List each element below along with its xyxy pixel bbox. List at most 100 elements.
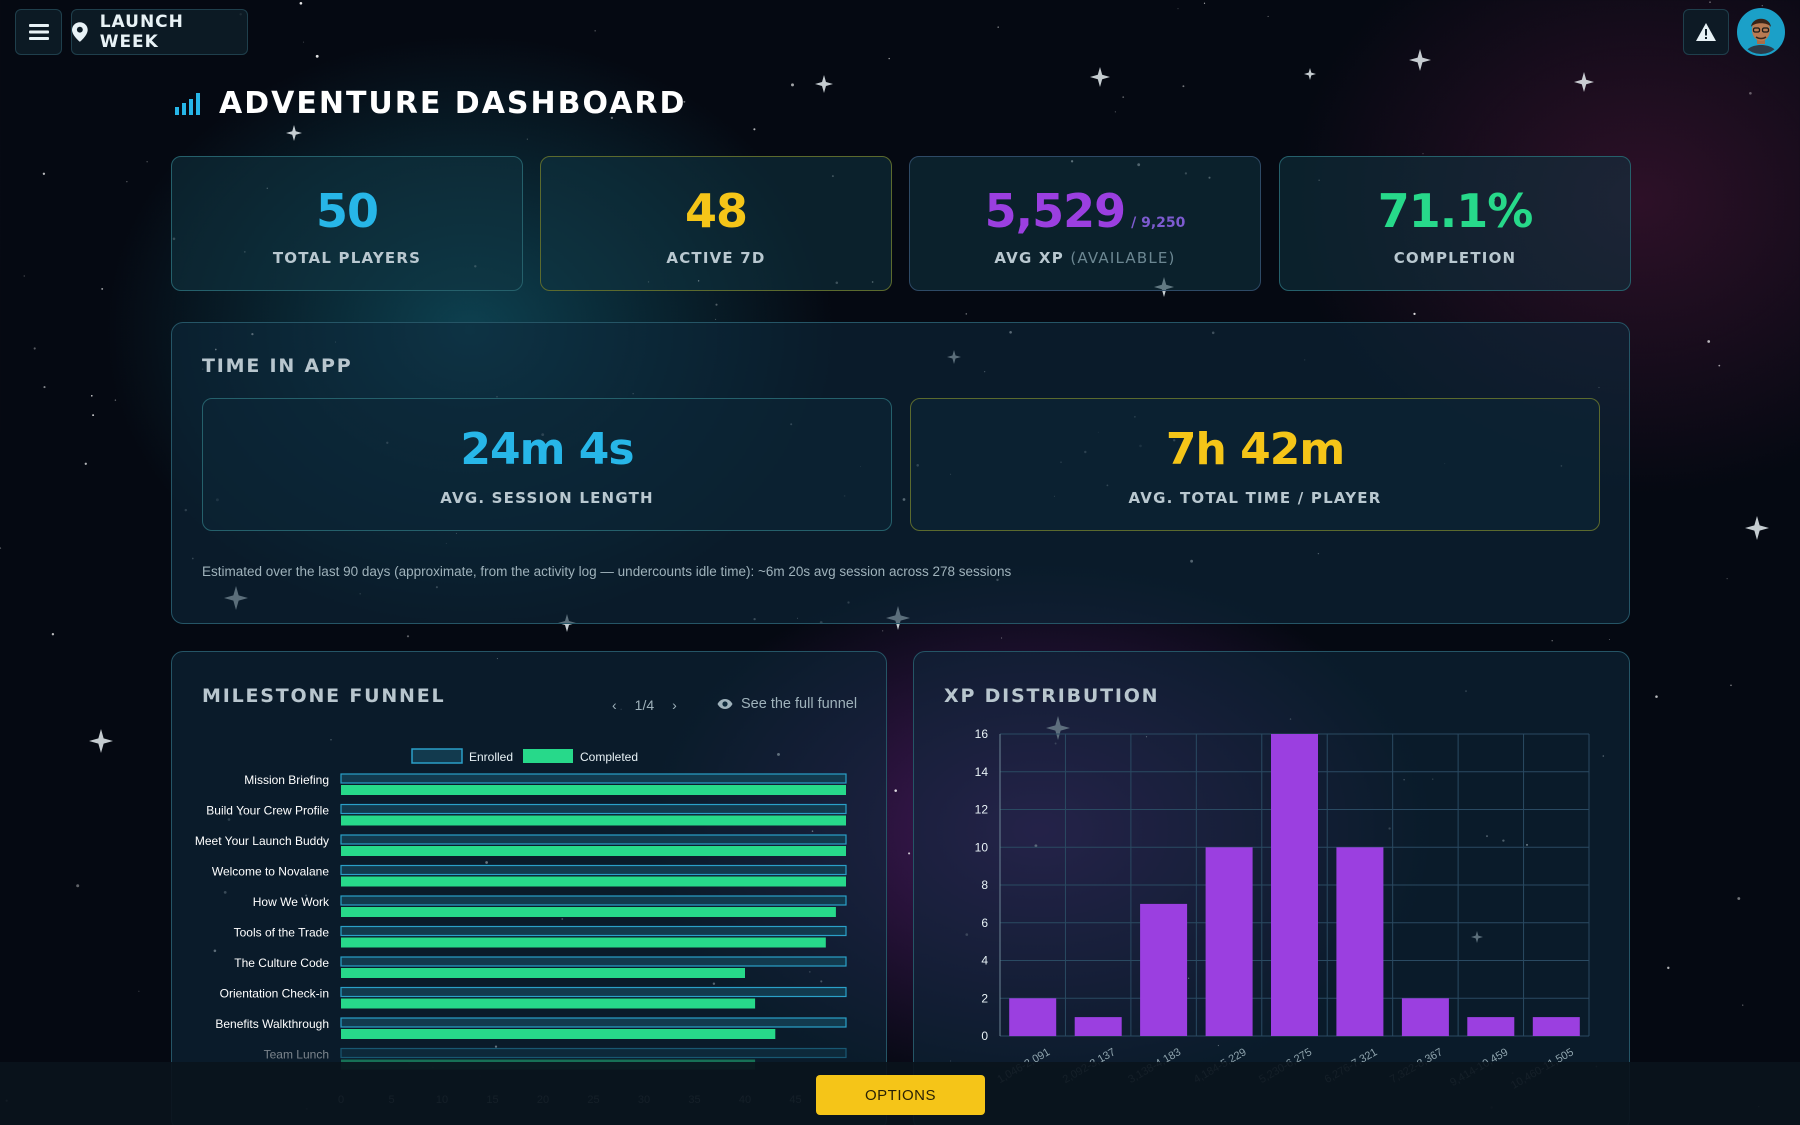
funnel-row: Welcome to Novalane [212, 865, 847, 887]
stat-card-total-players: 50 TOTAL PLAYERS [171, 156, 523, 291]
funnel-category-label: Orientation Check-in [220, 987, 329, 1001]
star-dot [1203, 2, 1206, 4]
time-estimate-note: Estimated over the last 90 days (approxi… [202, 564, 1012, 579]
star-dot [908, 852, 911, 855]
funnel-category-label: Welcome to Novalane [212, 865, 329, 879]
xp-bar [1271, 734, 1318, 1036]
completed-bar [341, 815, 846, 826]
star-dot [101, 287, 104, 290]
funnel-pager: ‹ 1/4 › [612, 697, 677, 713]
stat-label: ACTIVE 7D [666, 249, 766, 267]
menu-button[interactable] [15, 9, 62, 55]
location-selector[interactable]: LAUNCH WEEK [71, 9, 248, 55]
pager-page-indicator: 1/4 [634, 697, 655, 713]
time-in-app-panel: TIME IN APP 24m 4s AVG. SESSION LENGTH 7… [171, 322, 1630, 624]
star-dot [1709, 1, 1711, 3]
star-dot [299, 1, 303, 5]
milestone-funnel-chart: Enrolled Completed Mission Briefing Build Y… [195, 748, 847, 1106]
enrolled-bar [340, 1017, 847, 1028]
y-tick-label: 8 [981, 878, 988, 892]
stat-value: 5,529 [984, 184, 1127, 238]
star-dot [1761, 5, 1763, 7]
star-dot [51, 633, 55, 636]
avatar-image [1739, 10, 1783, 54]
stat-card-avg-xp: 5,529/ 9,250 AVG XP (AVAILABLE) [909, 156, 1261, 291]
stat-label: COMPLETION [1393, 249, 1517, 267]
y-tick-label: 16 [975, 727, 989, 741]
y-tick-label: 4 [981, 954, 988, 968]
stat-subvalue: / 9,250 [1131, 215, 1186, 231]
star-dot [888, 57, 890, 60]
completed-bar [341, 876, 846, 887]
panel-title: XP DISTRIBUTION [944, 685, 1160, 707]
funnel-row: How We Work [253, 895, 847, 917]
star-dot [1267, 15, 1269, 17]
legend-label-enrolled: Enrolled [469, 750, 513, 764]
sparkle-star [286, 125, 302, 141]
stat-label-muted: (AVAILABLE) [1070, 249, 1176, 267]
completed-bar [341, 968, 745, 978]
star-dot [138, 990, 140, 992]
star-dot [882, 630, 884, 632]
completed-bar [341, 785, 846, 795]
completed-bar [341, 937, 826, 948]
funnel-category-label: Tools of the Trade [234, 926, 330, 940]
alert-button[interactable] [1683, 9, 1729, 55]
star-dot [1667, 966, 1670, 970]
enrolled-bar [340, 956, 847, 967]
stat-label: AVG XP [994, 249, 1064, 267]
funnel-category-label: Meet Your Launch Buddy [195, 834, 329, 848]
star-dot [1177, 8, 1179, 10]
funnel-category-label: Build Your Crew Profile [206, 804, 329, 818]
pager-next-button[interactable]: › [672, 697, 677, 713]
funnel-row: Build Your Crew Profile [206, 804, 847, 826]
star-dot [114, 399, 117, 401]
star-dot [406, 635, 410, 638]
star-dot [33, 347, 36, 350]
total-time-value: 7h 42m [1165, 424, 1345, 475]
funnel-row: Orientation Check-in [220, 986, 847, 1009]
star-dot [1551, 639, 1553, 642]
page-header: ADVENTURE DASHBOARD [175, 86, 686, 121]
sparkle-star [1745, 516, 1769, 540]
star-dot [1608, 639, 1610, 640]
funnel-category-label: The Culture Code [234, 956, 329, 970]
funnel-row: The Culture Code [234, 956, 847, 978]
location-label: LAUNCH WEEK [99, 12, 184, 52]
star-dot [126, 181, 128, 183]
funnel-row: Meet Your Launch Buddy [195, 834, 847, 856]
user-avatar[interactable] [1737, 8, 1785, 56]
star-dot [1413, 312, 1416, 316]
star-dot [526, 138, 528, 140]
stat-label-row: AVG XP (AVAILABLE) [910, 249, 1260, 267]
star-dot [23, 275, 25, 277]
see-full-funnel-label: See the full funnel [741, 696, 858, 712]
star-dot [715, 303, 718, 306]
completed-bar [341, 907, 836, 917]
funnel-row: Tools of the Trade [234, 925, 847, 948]
see-full-funnel-link[interactable]: See the full funnel [717, 696, 857, 712]
total-time-label: AVG. TOTAL TIME / PLAYER [1128, 489, 1382, 507]
xp-bar [1532, 1017, 1580, 1036]
legend-swatch-enrolled [411, 748, 463, 764]
enrolled-bar [340, 986, 847, 998]
legend-label-completed: Completed [580, 750, 638, 764]
star-dot [894, 789, 897, 792]
star-dot [1182, 85, 1185, 88]
enrolled-bar [340, 925, 847, 937]
star-dot [1655, 695, 1658, 698]
star-dot [84, 462, 87, 465]
funnel-category-label: Team Lunch [264, 1048, 329, 1062]
star-dot [715, 318, 717, 320]
sparkle-star [1090, 67, 1110, 87]
pager-prev-button[interactable]: ‹ [612, 697, 617, 713]
completed-bar [341, 998, 756, 1009]
enrolled-bar [340, 834, 847, 845]
star-dot [0, 547, 2, 549]
star-dot [91, 395, 93, 397]
xp-bar [1205, 847, 1253, 1037]
options-button[interactable]: OPTIONS [816, 1075, 985, 1115]
stat-value: 71.1% [1377, 184, 1534, 238]
xp-distribution-panel: XP DISTRIBUTION 02468101214161,046-2,091… [913, 651, 1630, 1125]
star-dot [1114, 111, 1116, 113]
